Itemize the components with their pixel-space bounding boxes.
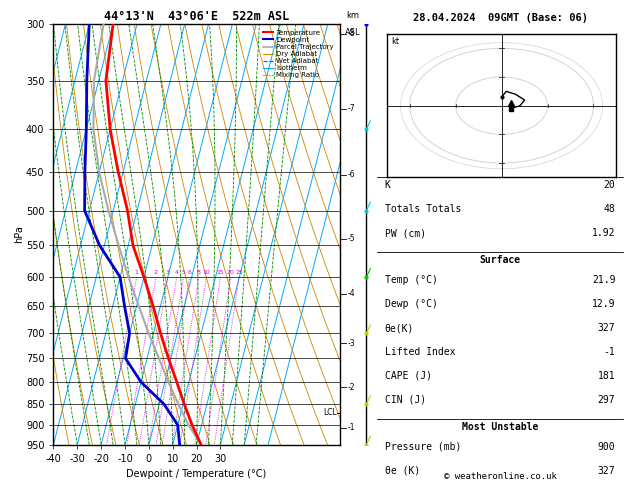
Text: 12.9: 12.9 (592, 299, 615, 309)
Text: PW (cm): PW (cm) (385, 228, 426, 238)
Text: 20: 20 (604, 180, 615, 191)
Text: θe (K): θe (K) (385, 466, 420, 476)
Text: 6: 6 (187, 270, 191, 275)
Text: 25: 25 (235, 270, 243, 275)
Text: 2: 2 (154, 270, 158, 275)
Text: 15: 15 (216, 270, 225, 275)
Legend: Temperature, Dewpoint, Parcel Trajectory, Dry Adiabat, Wet Adiabat, Isotherm, Mi: Temperature, Dewpoint, Parcel Trajectory… (260, 28, 336, 80)
Text: kt: kt (391, 37, 399, 46)
Text: 21.9: 21.9 (592, 275, 615, 285)
Text: θe(K): θe(K) (385, 323, 414, 333)
Text: -5: -5 (347, 234, 355, 243)
Text: Surface: Surface (479, 255, 521, 265)
Text: K: K (385, 180, 391, 191)
Text: 3: 3 (166, 270, 170, 275)
Text: -1: -1 (347, 423, 355, 432)
Text: 1.92: 1.92 (592, 228, 615, 238)
Text: Dewp (°C): Dewp (°C) (385, 299, 438, 309)
Text: CIN (J): CIN (J) (385, 395, 426, 405)
Text: 900: 900 (598, 442, 615, 452)
Text: 297: 297 (598, 395, 615, 405)
Text: © weatheronline.co.uk: © weatheronline.co.uk (443, 472, 557, 481)
Text: -1: -1 (604, 347, 615, 357)
Text: LCL: LCL (323, 408, 337, 417)
Text: -8: -8 (347, 29, 355, 38)
Text: 4: 4 (175, 270, 179, 275)
Y-axis label: hPa: hPa (14, 226, 25, 243)
Text: ASL: ASL (345, 28, 360, 37)
Text: Lifted Index: Lifted Index (385, 347, 455, 357)
Text: -7: -7 (347, 104, 355, 113)
Text: 327: 327 (598, 323, 615, 333)
Title: 44°13'N  43°06'E  522m ASL: 44°13'N 43°06'E 522m ASL (104, 10, 289, 23)
Text: 10: 10 (203, 270, 210, 275)
Text: 5: 5 (182, 270, 186, 275)
Text: 181: 181 (598, 371, 615, 381)
X-axis label: Dewpoint / Temperature (°C): Dewpoint / Temperature (°C) (126, 469, 267, 479)
Text: CAPE (J): CAPE (J) (385, 371, 431, 381)
Text: 20: 20 (227, 270, 235, 275)
Text: Temp (°C): Temp (°C) (385, 275, 438, 285)
Text: 1: 1 (135, 270, 138, 275)
Text: km: km (347, 11, 359, 20)
Text: 327: 327 (598, 466, 615, 476)
Text: -2: -2 (347, 383, 355, 392)
Text: -6: -6 (347, 170, 355, 179)
Text: Most Unstable: Most Unstable (462, 422, 538, 432)
Text: 48: 48 (604, 204, 615, 214)
Text: 28.04.2024  09GMT (Base: 06): 28.04.2024 09GMT (Base: 06) (413, 13, 587, 23)
Text: Totals Totals: Totals Totals (385, 204, 461, 214)
Text: 8: 8 (197, 270, 201, 275)
Text: Pressure (mb): Pressure (mb) (385, 442, 461, 452)
Text: -3: -3 (347, 339, 355, 347)
Text: -4: -4 (347, 289, 355, 298)
